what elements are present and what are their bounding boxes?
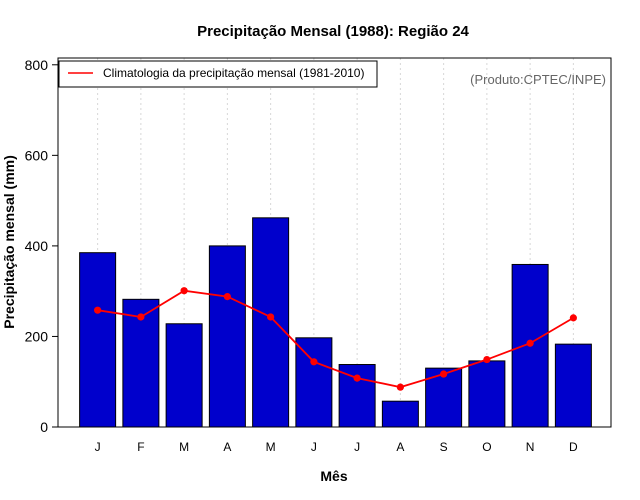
x-tick-label: S	[440, 440, 448, 454]
x-tick-label: J	[354, 440, 360, 454]
bar	[208, 245, 246, 428]
bar	[79, 252, 117, 428]
climatology-point	[94, 306, 102, 314]
bar	[295, 337, 333, 428]
y-tick-label: 200	[25, 328, 49, 344]
bar	[165, 323, 203, 428]
climatology-point	[396, 383, 404, 391]
x-tick-label: O	[482, 440, 491, 454]
x-tick-label: D	[569, 440, 578, 454]
x-tick-label: A	[223, 440, 231, 454]
climatology-point	[180, 287, 188, 295]
legend: Climatologia da precipitação mensal (198…	[58, 60, 378, 88]
bar	[122, 298, 160, 428]
y-axis-label: Precipitação mensal (mm)	[1, 155, 17, 329]
x-tick-label: J	[95, 440, 101, 454]
bar	[381, 400, 419, 428]
grid-lines	[97, 58, 574, 427]
y-tick-label: 800	[25, 57, 49, 73]
chart-title: Precipitação Mensal (1988): Região 24	[197, 23, 469, 40]
legend-box	[58, 60, 378, 88]
x-tick-label: A	[396, 440, 404, 454]
credit-annotation: (Produto:CPTEC/INPE)	[470, 72, 606, 87]
plot-frame	[57, 57, 612, 428]
climatology-point	[353, 374, 361, 382]
y-tick-label: 600	[25, 147, 49, 163]
x-tick-label: M	[179, 440, 189, 454]
legend-label: Climatologia da precipitação mensal (198…	[103, 66, 364, 80]
climatology-point	[310, 358, 318, 366]
x-axis-label: Mês	[320, 468, 347, 484]
climatology-point	[483, 355, 491, 364]
bar-series	[79, 217, 592, 428]
y-tick-label: 400	[25, 238, 49, 254]
x-tick-label: M	[266, 440, 276, 454]
y-axis: 0 200 400 600 800	[25, 57, 58, 435]
climatology-line	[97, 289, 574, 389]
climatology-point	[267, 313, 275, 321]
x-tick-label: N	[526, 440, 535, 454]
climatology-point	[440, 370, 448, 378]
y-tick-label: 0	[40, 419, 48, 435]
bar	[468, 360, 506, 428]
x-tick-label: F	[137, 440, 144, 454]
climatology-point	[223, 293, 231, 301]
bar	[252, 217, 290, 428]
climatology-line-series	[94, 287, 577, 391]
x-tick-label: J	[311, 440, 317, 454]
climatology-point	[569, 314, 577, 322]
climatology-point	[526, 339, 534, 347]
climatology-point	[137, 313, 145, 321]
bar	[554, 343, 592, 428]
